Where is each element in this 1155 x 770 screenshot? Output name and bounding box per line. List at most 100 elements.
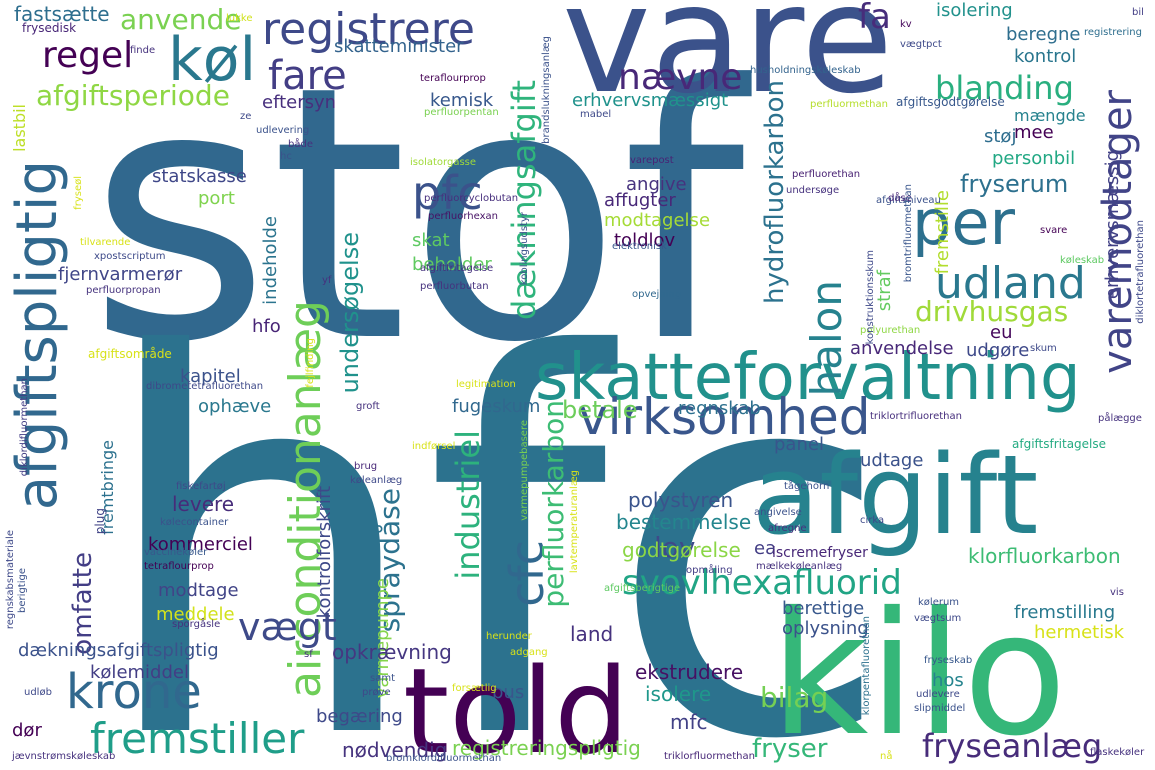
word: beholder [412,254,492,275]
word: kemisk [430,90,494,111]
word: fryserum [960,170,1069,198]
word: bil [1132,7,1144,18]
word: fejlfinding [305,338,316,388]
word: per [912,186,1015,259]
word: isolatorgasse [410,157,477,168]
word: dækningsafgiftspligtig [18,640,219,661]
word: finde [130,45,156,56]
word: ze [240,111,252,122]
word: jævnstrømskøleskab [12,751,116,762]
word: vægtsum [914,613,962,624]
word: kontrol [1014,46,1077,67]
word: vægt [238,605,337,649]
word: vægtpct [900,39,942,50]
word: varepost [630,155,674,166]
word: beregne [1006,24,1081,45]
word: erhvervsmæssigt [572,90,729,111]
word: støj [984,126,1017,147]
word: teraflourprop [420,73,486,84]
word: fastsætte [14,2,110,26]
word: koblingsudstyr [519,212,530,286]
word: told [403,642,630,770]
word: virksomhed [578,388,871,446]
word: perfluorethan [792,169,861,180]
word: perfluorpropan [86,285,161,296]
word: regnskab [678,398,761,419]
word: både [288,139,313,150]
word: mabel [580,109,612,120]
word: brug [354,461,378,472]
word: vare [562,0,894,127]
word: afgiftsgodtgørelse [896,95,1005,109]
word: fjernvarmerør [58,264,183,285]
word: opmåling [686,565,733,576]
word: port [198,188,235,209]
word: tetraflourprop [144,561,214,572]
word: tågehorn [784,481,830,492]
word: fryseskab [924,655,973,666]
word: perfluorkarbon [537,400,570,608]
word: mælkekøleanlæg [756,561,843,572]
word: perfluorbutan [420,281,489,292]
word: registreringspligtig [452,736,641,760]
word: oplysning [782,618,869,639]
word: regel [42,35,134,76]
word: afgift [752,431,1039,559]
word: skatteminister [334,36,464,57]
word: kapitel [180,366,241,387]
word: fa [858,0,891,37]
word: polyurethan [860,325,921,336]
word: fare [268,53,347,99]
word: klorfluorkarbon [968,544,1121,568]
word: hos [932,670,964,691]
word: prøve [362,687,391,698]
word: klorpentafluorethan [861,616,872,716]
word: bestemmelse [616,510,752,534]
word: eftersyn [262,92,337,113]
word: modtage [158,580,239,601]
word: lukke [226,13,253,24]
word: pålægge [1098,413,1142,424]
word: afgiftsområde [88,347,172,361]
word: dibrometetrafluorethan [146,381,264,392]
word: regnskabsmateriale [5,530,16,630]
word: vaccinekøler [144,547,208,558]
word: mfc [670,710,708,734]
word: plug [93,508,107,535]
word: begæring [316,706,403,727]
word: indførsel [412,441,456,452]
word: yf [322,275,332,286]
word: skatteforvaltning [535,341,1081,415]
word: fremstilling [1014,602,1116,623]
word: fugeskum [452,396,541,417]
word: dåse [888,193,912,204]
word: afgiftsniveau [876,195,941,206]
word: kølemiddel [90,662,189,683]
word: perfluorpentan [424,107,499,118]
word: kølerum [918,597,960,608]
word: sf [304,649,313,660]
word: triklorfluormethan [664,751,755,762]
word: stof [88,11,745,419]
word: udtage [860,450,924,471]
word: perfluorcyclobutan [424,193,519,204]
word: bilag [760,681,829,714]
word: undersøgelse [336,232,364,394]
word: hfo [252,316,281,337]
word: forsætlig [452,683,497,694]
word: hc [280,151,292,162]
word: meddele [156,604,235,625]
word: erhvervsmæssig [1102,150,1123,300]
word: iscremefryser [772,545,868,561]
word: betale [562,396,638,424]
word: triklortrifluorethan [870,411,962,422]
word: land [570,622,614,646]
word: fryseøl [73,176,84,210]
word: opkrævning [332,640,452,664]
word: tilvarende [80,237,131,248]
word: kv [900,19,912,30]
word: adgang [510,647,548,658]
word: ekstrudere [635,660,744,684]
word: mee [1014,122,1054,143]
